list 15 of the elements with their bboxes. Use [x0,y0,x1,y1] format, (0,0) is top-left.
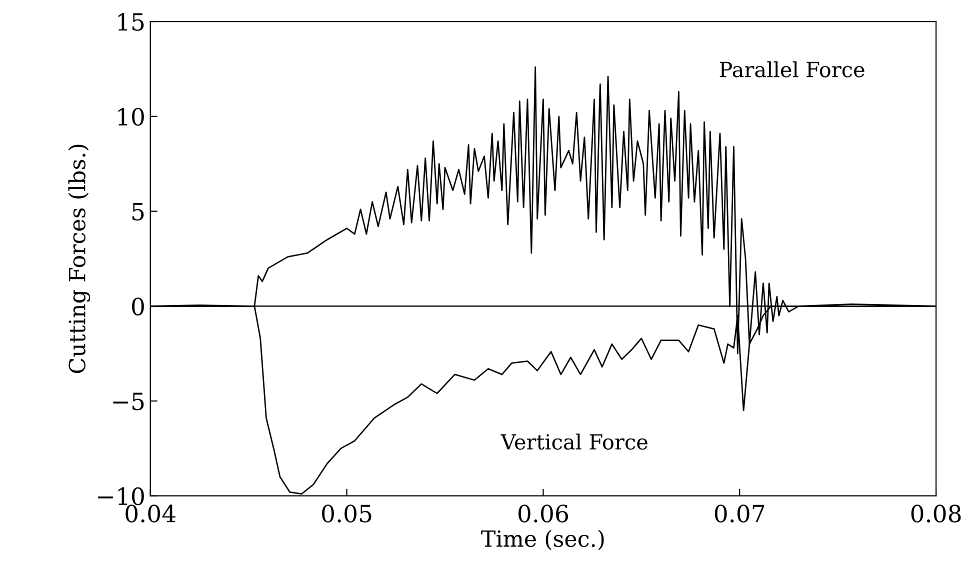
x-tick-label: 0.06 [518,504,568,522]
x-tick-label: 0.07 [714,504,764,522]
x-tick-label: 0.04 [126,504,176,522]
text: Parallel Force [720,61,864,78]
y-tick-label: −10 [98,487,144,506]
x-tick-label: 0.08 [911,504,961,522]
x-tick-label: 0.05 [322,504,372,522]
y-tick-label: 10 [118,108,144,126]
y-axis-title: Cutting Forces (lbs.) [68,144,90,374]
y-tick-label: 15 [118,12,144,31]
text: Vertical Force [500,434,648,450]
y-tick-label: 5 [132,203,144,221]
y-tick-label: −5 [113,392,144,410]
y-tick-label: 0 [132,298,144,316]
x-axis-title: Time (sec.) [481,530,604,550]
